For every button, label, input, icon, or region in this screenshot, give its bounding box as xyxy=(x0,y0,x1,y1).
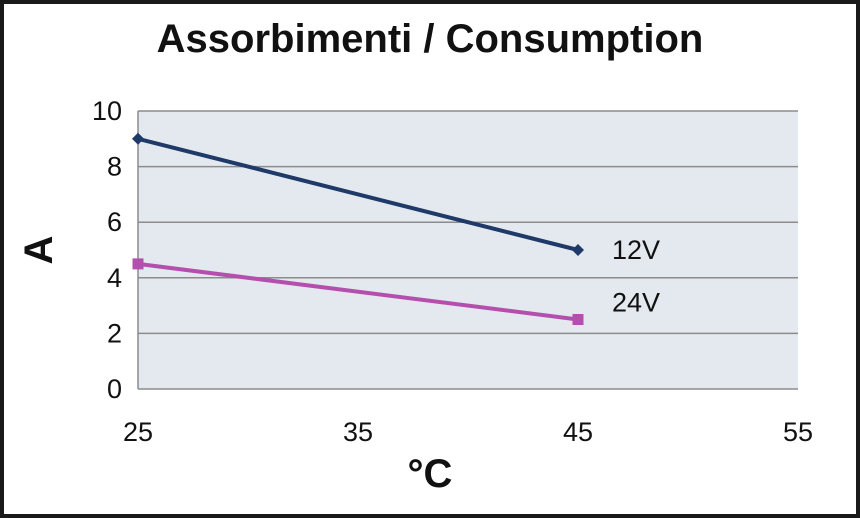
series-label: 12V xyxy=(612,235,660,265)
x-axis-label: °C xyxy=(408,452,453,496)
series-label: 24V xyxy=(612,288,660,318)
y-tick-label: 0 xyxy=(107,374,122,404)
data-point xyxy=(572,314,584,325)
x-tick-label: 25 xyxy=(123,417,153,447)
data-point xyxy=(132,258,144,270)
data-point xyxy=(572,244,584,256)
y-tick-label: 10 xyxy=(92,96,122,126)
series-24v: 24V xyxy=(132,258,660,325)
x-tick-label: 35 xyxy=(343,417,373,447)
x-tick-label: 55 xyxy=(783,417,813,447)
y-tick-labels: 0 2 4 6 8 10 xyxy=(92,96,122,404)
chart-title: Assorbimenti / Consumption xyxy=(157,17,704,61)
x-tick-labels: 25 35 45 55 xyxy=(123,417,813,447)
axes xyxy=(137,111,798,390)
y-tick-label: 8 xyxy=(107,152,122,182)
y-axis-label: A xyxy=(17,236,61,265)
y-tick-label: 6 xyxy=(107,207,122,237)
series-layer: 12V 24V xyxy=(132,132,660,325)
data-point xyxy=(132,132,144,145)
series-line-12v xyxy=(137,136,579,252)
series-12v: 12V xyxy=(132,132,660,265)
series-line-24v xyxy=(137,261,579,322)
x-tick-label: 45 xyxy=(563,417,593,447)
plot-area xyxy=(138,111,798,389)
y-tick-label: 4 xyxy=(107,263,122,293)
y-tick-label: 2 xyxy=(107,318,122,348)
